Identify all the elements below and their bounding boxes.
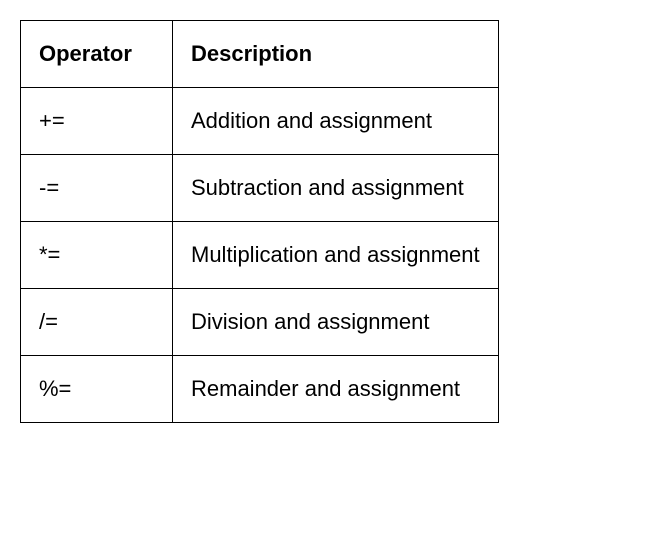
table-row: /= Division and assignment (21, 289, 499, 356)
column-header-description: Description (173, 21, 499, 88)
table-header-row: Operator Description (21, 21, 499, 88)
table-row: %= Remainder and assignment (21, 356, 499, 423)
cell-description: Subtraction and assignment (173, 155, 499, 222)
cell-operator: += (21, 88, 173, 155)
cell-description: Multiplication and assignment (173, 222, 499, 289)
table-row: += Addition and assignment (21, 88, 499, 155)
cell-description: Division and assignment (173, 289, 499, 356)
operators-table: Operator Description += Addition and ass… (20, 20, 499, 423)
cell-operator: -= (21, 155, 173, 222)
cell-operator: /= (21, 289, 173, 356)
column-header-operator: Operator (21, 21, 173, 88)
table-row: *= Multiplication and assignment (21, 222, 499, 289)
cell-description: Remainder and assignment (173, 356, 499, 423)
table-row: -= Subtraction and assignment (21, 155, 499, 222)
cell-operator: *= (21, 222, 173, 289)
cell-description: Addition and assignment (173, 88, 499, 155)
cell-operator: %= (21, 356, 173, 423)
